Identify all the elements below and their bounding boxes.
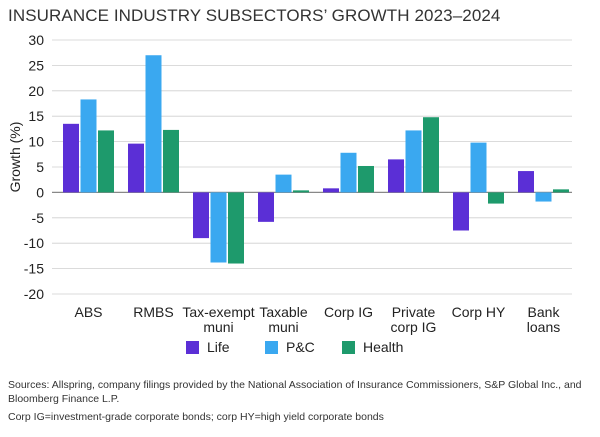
y-tick-label: 30 bbox=[28, 32, 44, 48]
bar-life-5 bbox=[388, 159, 404, 193]
category-label: Tax-exempt bbox=[182, 304, 254, 320]
category-label: loans bbox=[527, 319, 560, 335]
y-axis-label: Growth (%) bbox=[7, 122, 23, 193]
y-tick-label: 20 bbox=[28, 83, 44, 99]
bar-pc-1 bbox=[145, 55, 162, 193]
bar-life-4 bbox=[323, 188, 339, 193]
bar-health-1 bbox=[163, 129, 179, 193]
bar-life-0 bbox=[63, 123, 79, 193]
category-label: Taxable bbox=[259, 304, 307, 320]
category-label: Corp IG bbox=[324, 304, 373, 320]
bar-life-1 bbox=[128, 143, 144, 193]
bar-life-2 bbox=[193, 192, 209, 239]
y-tick-label: -15 bbox=[24, 261, 44, 277]
bar-pc-4 bbox=[340, 152, 357, 193]
bar-health-3 bbox=[293, 190, 309, 193]
bar-pc-0 bbox=[80, 99, 97, 193]
y-tick-label: -5 bbox=[32, 210, 45, 226]
legend-label-life: Life bbox=[207, 339, 230, 355]
definitions-note: Corp IG=investment-grade corporate bonds… bbox=[8, 411, 384, 423]
bar-health-0 bbox=[98, 130, 114, 193]
category-label: Private bbox=[392, 304, 436, 320]
bar-pc-2 bbox=[210, 192, 227, 263]
category-label: ABS bbox=[74, 304, 102, 320]
bar-pc-7 bbox=[535, 192, 552, 202]
bar-health-6 bbox=[488, 192, 504, 204]
category-label: RMBS bbox=[133, 304, 173, 320]
category-label: muni bbox=[203, 319, 233, 335]
bar-life-7 bbox=[518, 171, 534, 193]
y-tick-label: 10 bbox=[28, 134, 44, 150]
legend-swatch-life bbox=[186, 341, 199, 354]
y-tick-label: -20 bbox=[24, 286, 44, 302]
y-tick-label: 0 bbox=[36, 184, 44, 200]
bar-pc-5 bbox=[405, 130, 422, 193]
bar-pc-3 bbox=[275, 174, 292, 193]
y-tick-label: 25 bbox=[28, 57, 44, 73]
sources-note: Sources: Allspring, company filings prov… bbox=[8, 379, 582, 405]
bar-pc-6 bbox=[470, 142, 487, 193]
y-tick-label: 5 bbox=[36, 159, 44, 175]
category-label: Bank bbox=[528, 304, 561, 320]
bar-health-2 bbox=[228, 192, 244, 264]
category-label: corp IG bbox=[391, 319, 437, 335]
bar-health-7 bbox=[553, 189, 569, 193]
legend-swatch-health bbox=[342, 341, 355, 354]
legend-label-health: Health bbox=[363, 339, 403, 355]
category-label: Corp HY bbox=[452, 304, 506, 320]
y-tick-label: 15 bbox=[28, 108, 44, 124]
y-tick-label: -10 bbox=[24, 235, 44, 251]
bar-life-6 bbox=[453, 192, 469, 231]
category-label: muni bbox=[268, 319, 298, 335]
bar-life-3 bbox=[258, 192, 274, 222]
chart-title: INSURANCE INDUSTRY SUBSECTORS’ GROWTH 20… bbox=[8, 6, 501, 25]
legend-label-pc: P&C bbox=[286, 339, 315, 355]
bar-health-5 bbox=[423, 117, 439, 193]
legend-swatch-pc bbox=[265, 341, 278, 354]
bar-health-4 bbox=[358, 165, 374, 193]
